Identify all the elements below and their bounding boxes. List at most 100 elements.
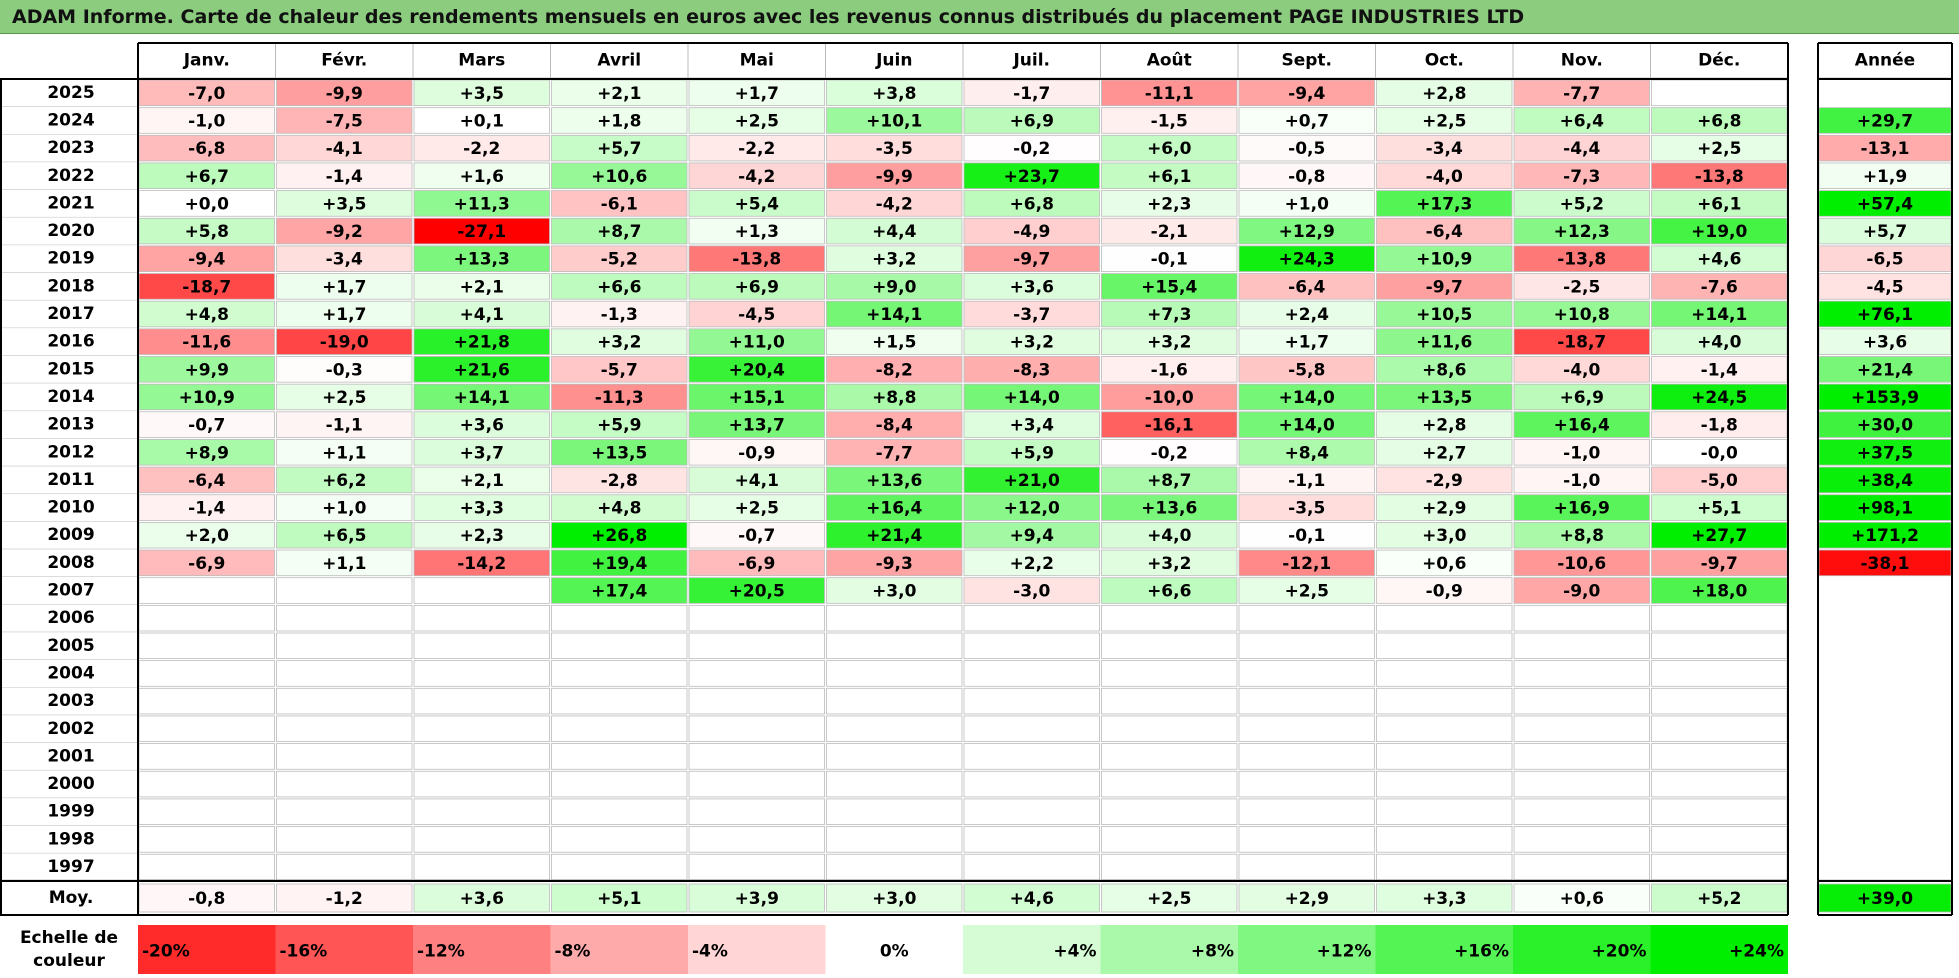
heatmap-cell [688, 411, 825, 438]
cell-value: +11,0 [729, 333, 785, 353]
cell-value: -0,9 [1426, 582, 1463, 602]
month-header-label: Nov. [1561, 51, 1603, 71]
month-header-label: Sept. [1281, 51, 1332, 71]
heatmap-cell [1376, 743, 1513, 770]
annual-cell [1818, 411, 1952, 438]
heatmap-cell [1651, 245, 1788, 272]
heatmap-cell [138, 328, 275, 355]
cell-value: +2,4 [1285, 305, 1330, 325]
cell-value: +1,8 [597, 111, 641, 131]
month-header-label: Avril [597, 51, 641, 71]
annual-cell [1819, 660, 1951, 687]
cell-value: -7,0 [188, 84, 225, 104]
heatmap-cell [1513, 383, 1650, 411]
cell-value: -10,6 [1557, 554, 1606, 574]
heatmap-cell [1376, 549, 1513, 577]
heatmap-cell [688, 632, 825, 660]
heatmap-cell [1513, 439, 1650, 466]
heatmap-cell [276, 522, 413, 549]
heatmap-cell [1101, 743, 1238, 770]
cell-value: +13,5 [1416, 388, 1472, 408]
year-label: 1997 [47, 857, 94, 877]
cell-value: +8,6 [1422, 360, 1466, 380]
heatmap-cell [1376, 134, 1513, 162]
avg-cell [688, 883, 825, 913]
avg-cell [1513, 883, 1650, 913]
cell-value: -4,5 [738, 305, 775, 325]
annual-value: -38,1 [1861, 554, 1910, 574]
heatmap-cell [1238, 715, 1375, 743]
annual-cell [1818, 162, 1952, 189]
heatmap-cell [688, 190, 825, 217]
cell-value: +4,1 [460, 305, 504, 325]
heatmap-cell [1238, 494, 1375, 521]
cell-value: -14,2 [457, 554, 506, 574]
heatmap-cell [826, 245, 963, 272]
month-header-label: Oct. [1425, 51, 1464, 71]
annual-cell [1818, 494, 1952, 521]
heatmap-cell [276, 604, 413, 632]
heatmap-cell [1376, 826, 1513, 853]
scale-swatch [413, 925, 551, 974]
heatmap-cell [1101, 577, 1238, 604]
cell-value: +5,2 [1560, 194, 1604, 214]
cell-value: +8,4 [1285, 443, 1330, 463]
cell-value: +1,5 [872, 333, 916, 353]
annual-value: -6,5 [1866, 250, 1903, 270]
heatmap-cell [826, 770, 963, 798]
heatmap-cell [963, 411, 1100, 438]
heatmap-cell [1376, 439, 1513, 466]
year-label: 2010 [47, 498, 94, 518]
heatmap-cell [1513, 826, 1650, 853]
heatmap-cell [1238, 245, 1375, 272]
heatmap-cell [963, 273, 1100, 300]
cell-value: +0,6 [1422, 554, 1466, 574]
heatmap-cell [1376, 770, 1513, 798]
cell-value: +6,6 [597, 277, 641, 297]
annual-value: +30,0 [1857, 416, 1913, 436]
heatmap-cell [826, 439, 963, 466]
year-label: 2012 [47, 442, 94, 462]
heatmap-cell [1101, 660, 1238, 687]
heatmap-cell [413, 687, 550, 715]
month-header-label: Juin [875, 51, 912, 71]
heatmap-cell [688, 79, 825, 107]
month-header-label: Janv. [183, 51, 230, 71]
heatmap-cell [1101, 494, 1238, 521]
cell-value: +6,0 [1147, 139, 1192, 159]
heatmap-cell [1101, 549, 1238, 577]
year-label-cell [0, 299, 139, 329]
heatmap-cell [413, 245, 550, 272]
heatmap-cell [413, 743, 550, 770]
heatmap-cell [1513, 798, 1650, 825]
heatmap-cell [551, 770, 688, 798]
year-label-cell [0, 106, 139, 135]
heatmap-cell [1238, 217, 1375, 245]
heatmap-cell [276, 134, 413, 162]
cell-value: +4,0 [1147, 526, 1192, 546]
cell-value: +5,1 [1697, 499, 1741, 519]
heatmap-cell [963, 134, 1100, 162]
cell-value: -11,1 [1145, 84, 1194, 104]
heatmap-cell [1376, 660, 1513, 687]
month-header-label: Août [1147, 51, 1192, 71]
cell-value: +6,1 [1147, 167, 1191, 187]
cell-value: -0,1 [1288, 526, 1325, 546]
heatmap-cell [1513, 549, 1650, 577]
month-header-label: Déc. [1698, 51, 1740, 71]
scale-label: -20% [142, 942, 190, 962]
heatmap-cell [1651, 770, 1788, 798]
heatmap-cell [963, 715, 1100, 743]
cell-value: +15,1 [729, 388, 785, 408]
heatmap-cell [1651, 328, 1788, 355]
year-label-cell [0, 410, 139, 439]
heatmap-cell [138, 162, 275, 189]
heatmap-cell [1238, 190, 1375, 217]
heatmap-cell [551, 577, 688, 604]
heatmap-cell [276, 853, 413, 881]
heatmap-cell [963, 466, 1100, 494]
cell-value: -6,9 [188, 554, 225, 574]
year-label: 1999 [47, 802, 94, 822]
year-label: 2002 [47, 719, 94, 739]
heatmap-cell [413, 134, 550, 162]
